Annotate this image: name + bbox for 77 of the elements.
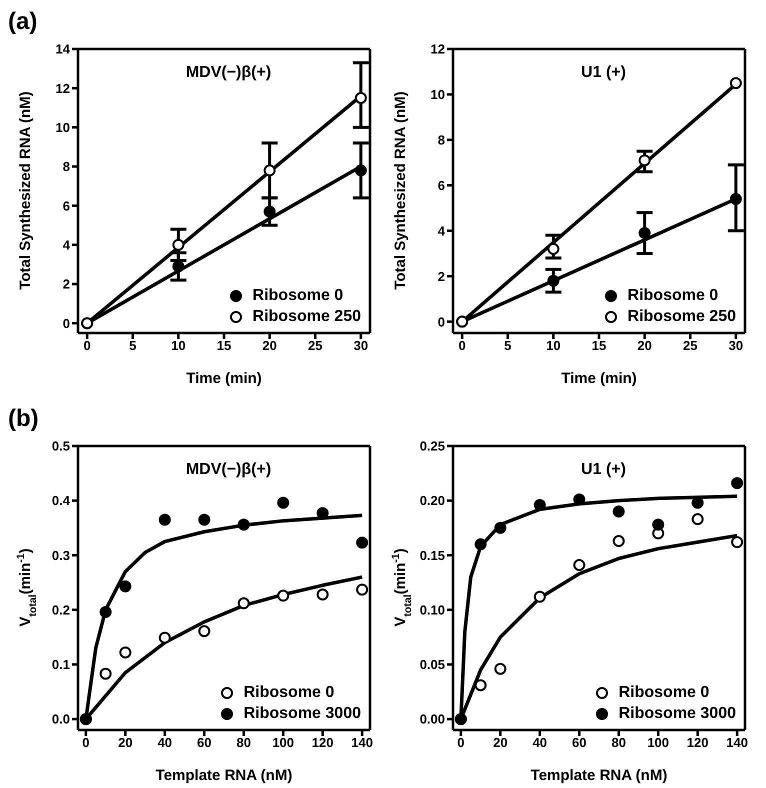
y-tick-label: 0.0 [52,712,70,727]
y-tick-label: 0.25 [420,438,445,454]
y-tick-label: 0.4 [52,493,71,508]
y-tick-label: 4 [62,237,71,252]
x-tick-label: 140 [351,735,373,750]
y-tick-label: 0.3 [52,548,70,563]
x-tick-label: 80 [236,735,251,750]
y-tick-label: 2 [62,276,70,292]
text: MDV(−)β(+) [184,461,272,479]
x-tick-label: 20 [118,735,133,750]
legend-label: Ribosome 3000 [244,704,361,724]
x-tick-label: 120 [312,735,334,750]
x-axis-title: Time (min) [186,370,262,387]
x-tick-label: 100 [272,735,294,750]
x-tick-label: 120 [686,735,708,750]
x-tick-label: 5 [129,338,136,354]
x-tick-label: 10 [546,338,561,354]
y-tick-label: 6 [438,178,445,193]
y-tick-label: 14 [56,42,71,57]
x-tick-label: 0 [457,735,465,750]
x-tick-label: 25 [308,338,322,354]
y-tick-label: 0 [438,314,445,330]
y-axis-title: Total Synthesized RNA (nM) [17,91,34,290]
y-tick-label: 4 [438,223,446,238]
x-tick-label: 15 [592,338,606,354]
x-tick-label: 20 [637,338,652,354]
y-tick-label: 0.1 [52,657,70,672]
x-axis-title: Time (min) [561,370,637,387]
legend-label: Ribosome 0 [618,683,710,703]
y-tick-label: 0.05 [420,657,445,672]
y-tick-label: 0.20 [420,493,445,508]
x-tick-label: 15 [216,338,232,354]
legend-label: Ribosome 3000 [618,704,736,724]
text: MDV(−)β(+) [184,64,272,82]
y-tick-label: 10 [430,87,445,102]
x-tick-label: 10 [171,338,186,354]
y-tick-label: 8 [438,132,445,148]
x-tick-label: 5 [504,338,512,354]
x-tick-label: 0 [82,735,90,750]
x-tick-label: 40 [158,735,172,750]
y-tick-label: 0 [62,316,70,331]
text: (a) [8,8,38,36]
x-tick-label: 60 [572,735,587,750]
x-axis-title: Template RNA (nM) [156,767,292,784]
y-tick-label: 0.10 [420,602,445,618]
y-tick-label: 12 [430,42,445,57]
text: U1 (+) [580,461,627,479]
y-tick-label: 0.2 [52,602,70,618]
x-tick-label: 30 [728,338,744,354]
x-tick-label: 80 [611,735,626,750]
y-tick-label: 6 [62,198,70,214]
x-tick-label: 30 [354,338,368,354]
legend-label: Ribosome 250 [628,307,736,327]
legend-label: Ribosome 0 [244,683,334,703]
y-tick-label: 0.00 [420,712,445,727]
x-tick-label: 0 [84,338,91,354]
legend-label: Ribosome 0 [628,286,718,306]
y-tick-label: 12 [56,80,70,96]
x-tick-label: 20 [262,338,277,354]
x-axis-title: Template RNA (nM) [530,767,668,784]
x-tick-label: 100 [647,735,670,750]
y-tick-label: 8 [62,159,70,174]
y-tick-label: 0.15 [420,548,445,563]
y-tick-label: 0.5 [52,438,70,454]
legend-label: Ribosome 250 [252,307,361,327]
x-tick-label: 25 [683,338,698,354]
y-tick-label: 2 [438,268,445,284]
legend-label: Ribosome 0 [252,286,344,306]
y-axis-title: Total Synthesized RNA (nM) [392,91,409,290]
y-tick-label: 10 [56,120,70,135]
text: U1 (+) [580,64,627,82]
x-tick-label: 20 [493,735,508,750]
text: (b) [8,405,39,433]
x-tick-label: 140 [726,735,748,750]
x-tick-label: 0 [458,338,466,354]
x-tick-label: 40 [532,735,548,750]
x-tick-label: 60 [197,735,212,750]
